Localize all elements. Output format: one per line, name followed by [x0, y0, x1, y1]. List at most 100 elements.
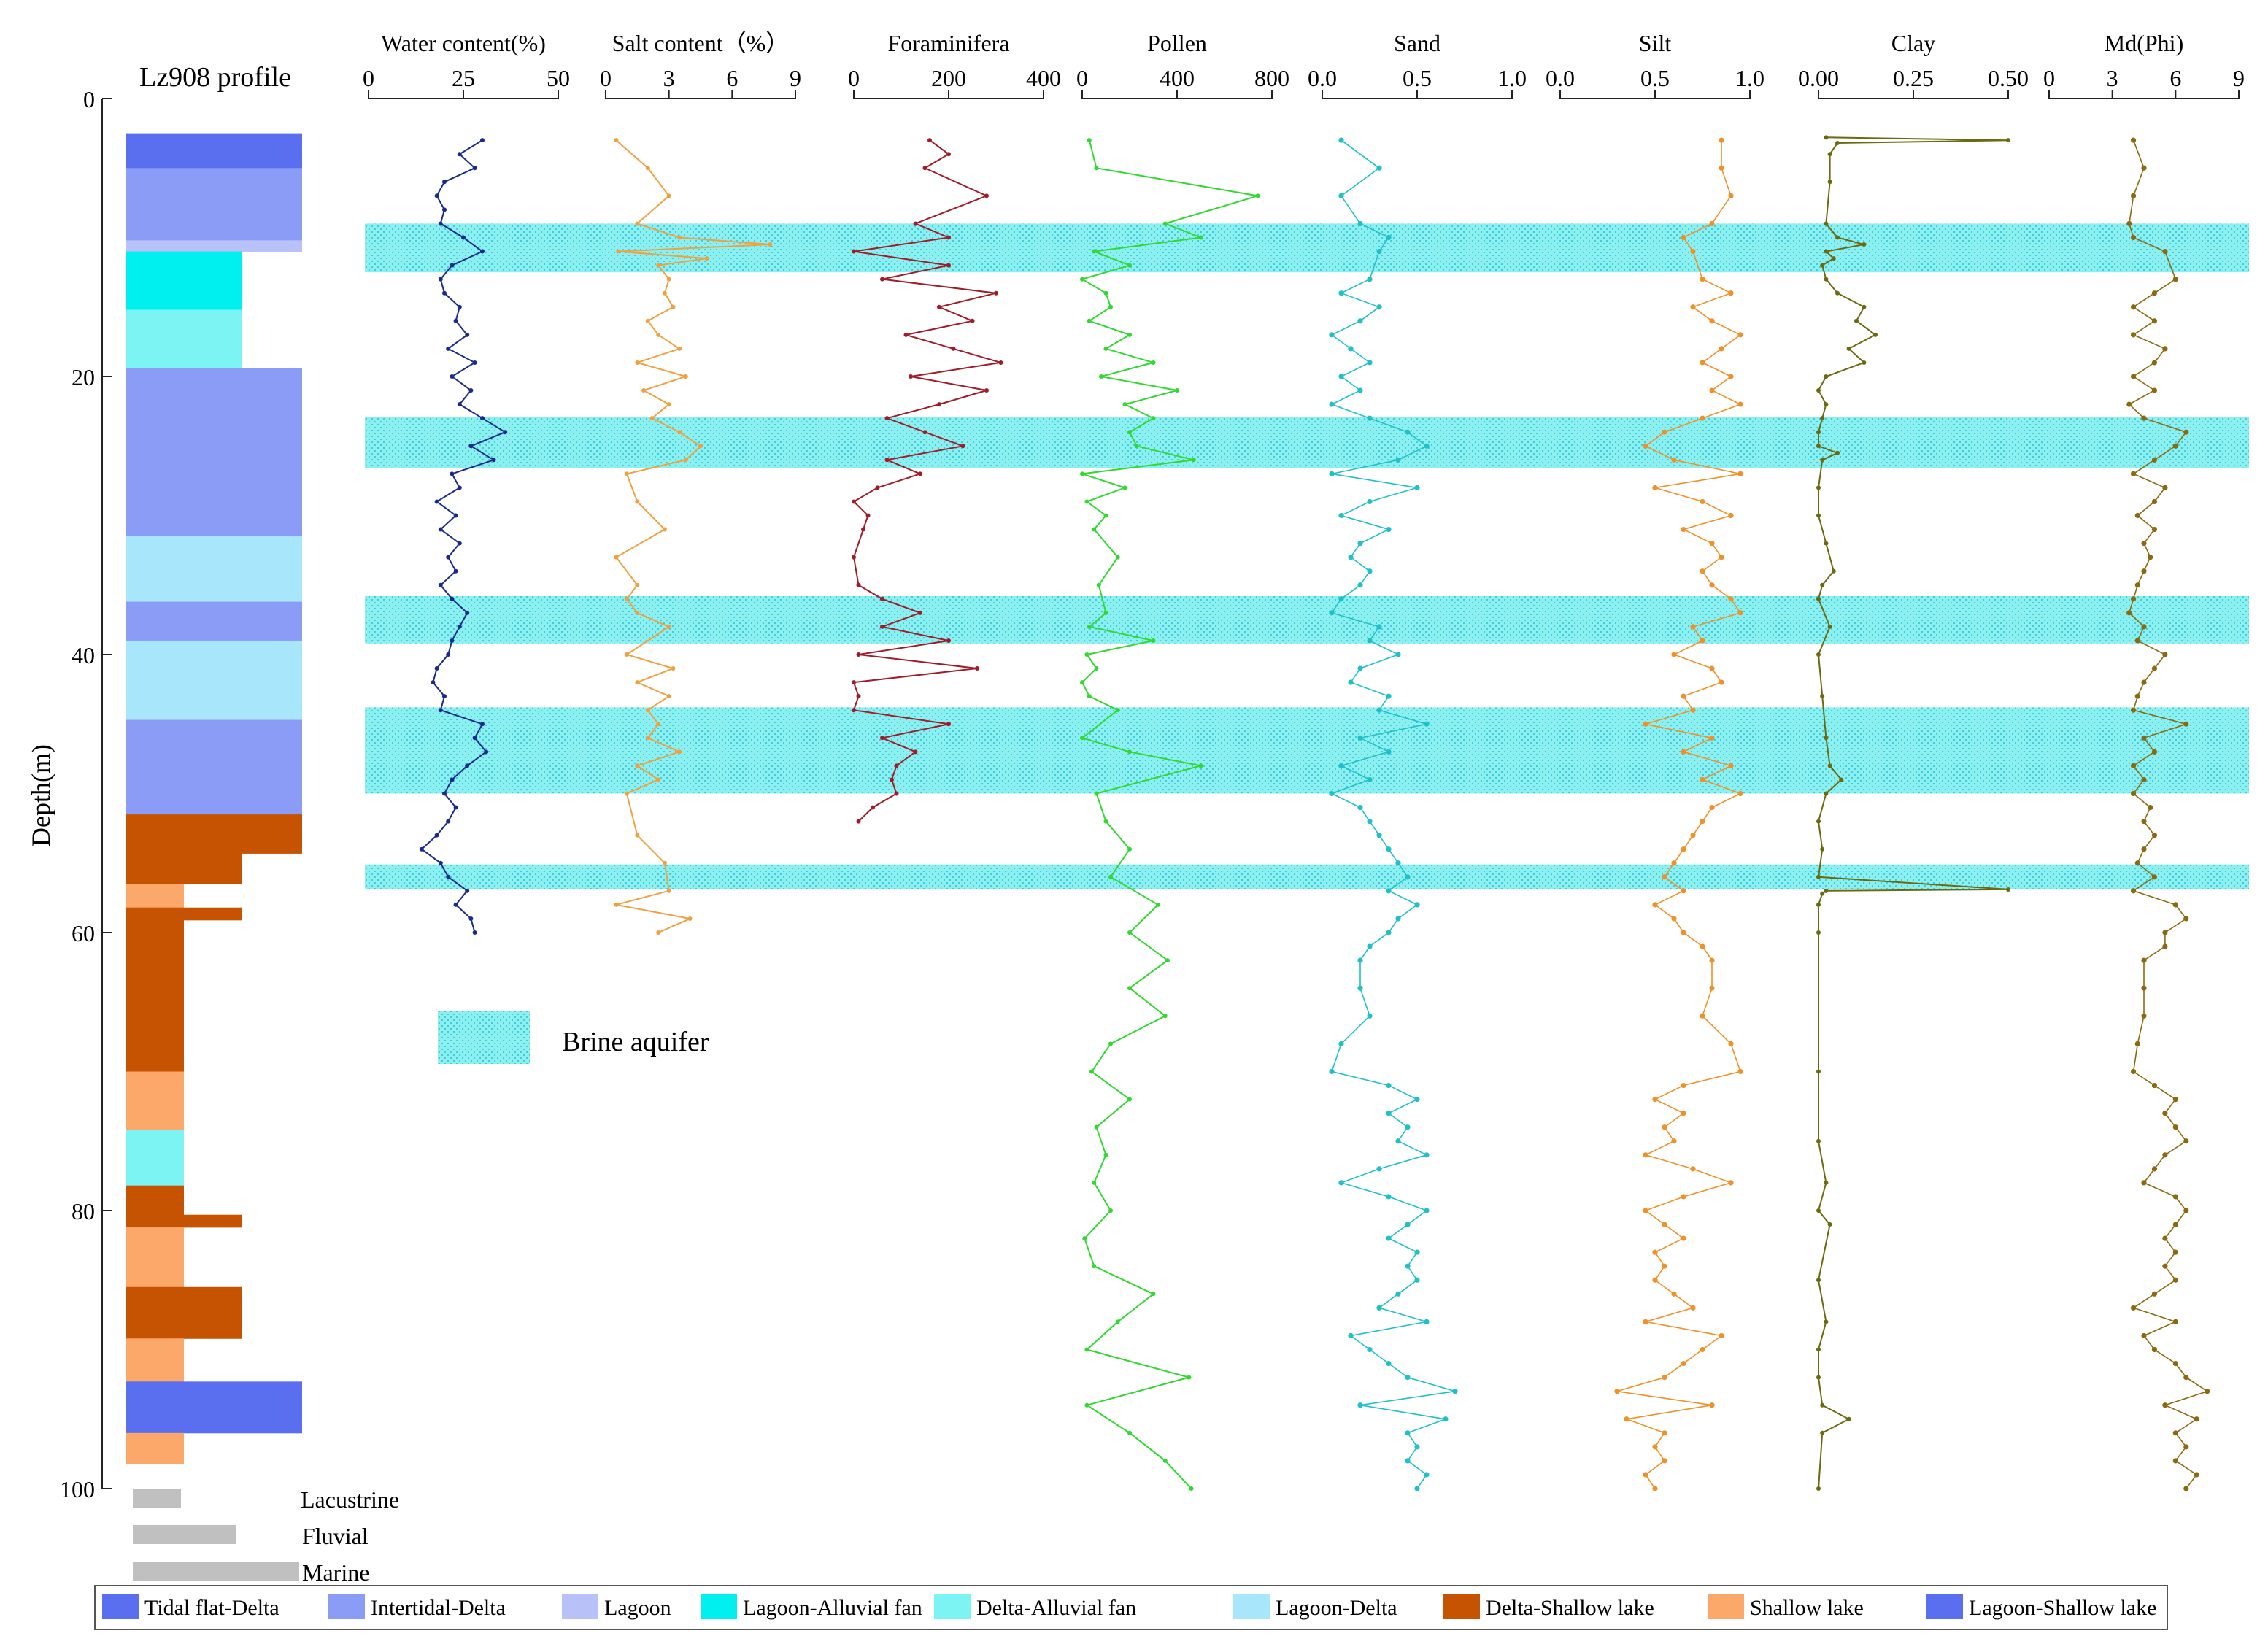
- data-point: [1700, 776, 1705, 783]
- data-point: [1094, 166, 1099, 171]
- data-point: [1367, 277, 1373, 282]
- data-point: [1835, 140, 1840, 145]
- data-point: [1728, 763, 1734, 768]
- data-point: [468, 916, 474, 921]
- data-point: [666, 694, 671, 699]
- data-point: [2126, 401, 2132, 407]
- data-point: [852, 499, 856, 504]
- data-point: [450, 374, 455, 379]
- facies-bed: [126, 309, 242, 369]
- data-point: [614, 138, 619, 143]
- data-point: [624, 471, 629, 476]
- data-point: [946, 263, 951, 268]
- data-point: [970, 318, 975, 323]
- data-point: [2183, 1208, 2189, 1213]
- data-point: [1424, 721, 1430, 727]
- data-point: [465, 888, 470, 893]
- depth-axis: 0 20 40 60 80 100: [60, 86, 112, 1502]
- data-point: [1820, 694, 1825, 699]
- data-point: [1824, 374, 1829, 379]
- panel-title: Sand: [1394, 30, 1440, 56]
- data-point: [614, 555, 619, 560]
- data-point: [1690, 1305, 1696, 1311]
- series-line: [1616, 140, 1743, 1489]
- data-point: [1103, 819, 1108, 824]
- data-point: [1824, 402, 1829, 407]
- legend-swatch: [1708, 1594, 1744, 1619]
- data-point: [1737, 471, 1743, 476]
- data-point: [2172, 1430, 2178, 1436]
- data-point: [2141, 1332, 2147, 1339]
- data-point: [1127, 263, 1132, 268]
- data-point: [2151, 498, 2158, 505]
- data-point: [442, 694, 447, 699]
- data-point: [856, 819, 861, 824]
- data-point: [450, 596, 455, 601]
- data-point: [1087, 318, 1092, 323]
- data-point: [884, 458, 890, 463]
- data-point: [1816, 1208, 1821, 1213]
- data-point: [1127, 930, 1132, 935]
- data-point: [1671, 916, 1677, 922]
- data-point: [865, 513, 871, 518]
- data-point: [918, 471, 922, 476]
- data-point: [994, 290, 998, 296]
- data-point: [641, 388, 646, 393]
- panel: Pollen 0 400 800: [1076, 30, 1289, 1491]
- data-point: [1108, 1041, 1113, 1046]
- data-point: [450, 471, 455, 476]
- data-point: [2162, 1402, 2168, 1408]
- data-point: [1115, 708, 1120, 713]
- data-point: [656, 930, 661, 935]
- depth-tick-label: 80: [72, 1198, 95, 1224]
- data-point: [1386, 930, 1392, 935]
- data-point: [1737, 790, 1743, 797]
- data-point: [1681, 1111, 1686, 1116]
- data-point: [1357, 957, 1363, 963]
- data-point: [1338, 1180, 1344, 1186]
- data-point: [465, 763, 470, 768]
- data-point: [2162, 1235, 2168, 1241]
- data-point: [1709, 541, 1715, 547]
- panel-tick-label: 0.0: [1546, 65, 1575, 91]
- data-point: [480, 138, 485, 143]
- data-point: [1728, 596, 1734, 602]
- data-point: [635, 582, 640, 587]
- data-point: [666, 277, 671, 282]
- panel-tick-label: 0.5: [1403, 65, 1432, 91]
- data-point: [1357, 804, 1363, 811]
- data-point: [683, 458, 688, 463]
- data-point: [453, 318, 458, 323]
- env-label: Lacustrine: [301, 1486, 399, 1513]
- panel-title: Pollen: [1147, 30, 1207, 56]
- data-point: [484, 749, 489, 755]
- data-point: [1405, 1458, 1411, 1464]
- data-point: [2134, 1041, 2140, 1046]
- data-point: [1652, 1097, 1658, 1103]
- data-point: [1700, 1346, 1705, 1353]
- data-point: [1127, 986, 1132, 991]
- data-point: [1652, 902, 1658, 908]
- data-point: [1681, 930, 1686, 935]
- data-point: [2148, 804, 2153, 811]
- data-point: [645, 166, 650, 171]
- panel-tick-label: 0.5: [1640, 65, 1670, 91]
- data-point: [1094, 666, 1099, 671]
- data-point: [1709, 804, 1715, 811]
- data-point: [1690, 248, 1696, 255]
- data-point: [1709, 318, 1715, 324]
- data-point: [1709, 387, 1715, 393]
- data-point: [677, 749, 682, 755]
- data-point: [1700, 943, 1705, 949]
- data-point: [457, 485, 462, 490]
- data-point: [1652, 1249, 1658, 1255]
- data-point: [1690, 624, 1696, 630]
- data-point: [1824, 791, 1829, 796]
- data-point: [1386, 693, 1392, 699]
- data-point: [2183, 1444, 2189, 1450]
- series-line: [2128, 139, 2209, 1489]
- data-point: [1816, 1375, 1821, 1380]
- data-point: [1084, 652, 1089, 657]
- data-point: [2130, 707, 2137, 713]
- data-point: [677, 430, 682, 435]
